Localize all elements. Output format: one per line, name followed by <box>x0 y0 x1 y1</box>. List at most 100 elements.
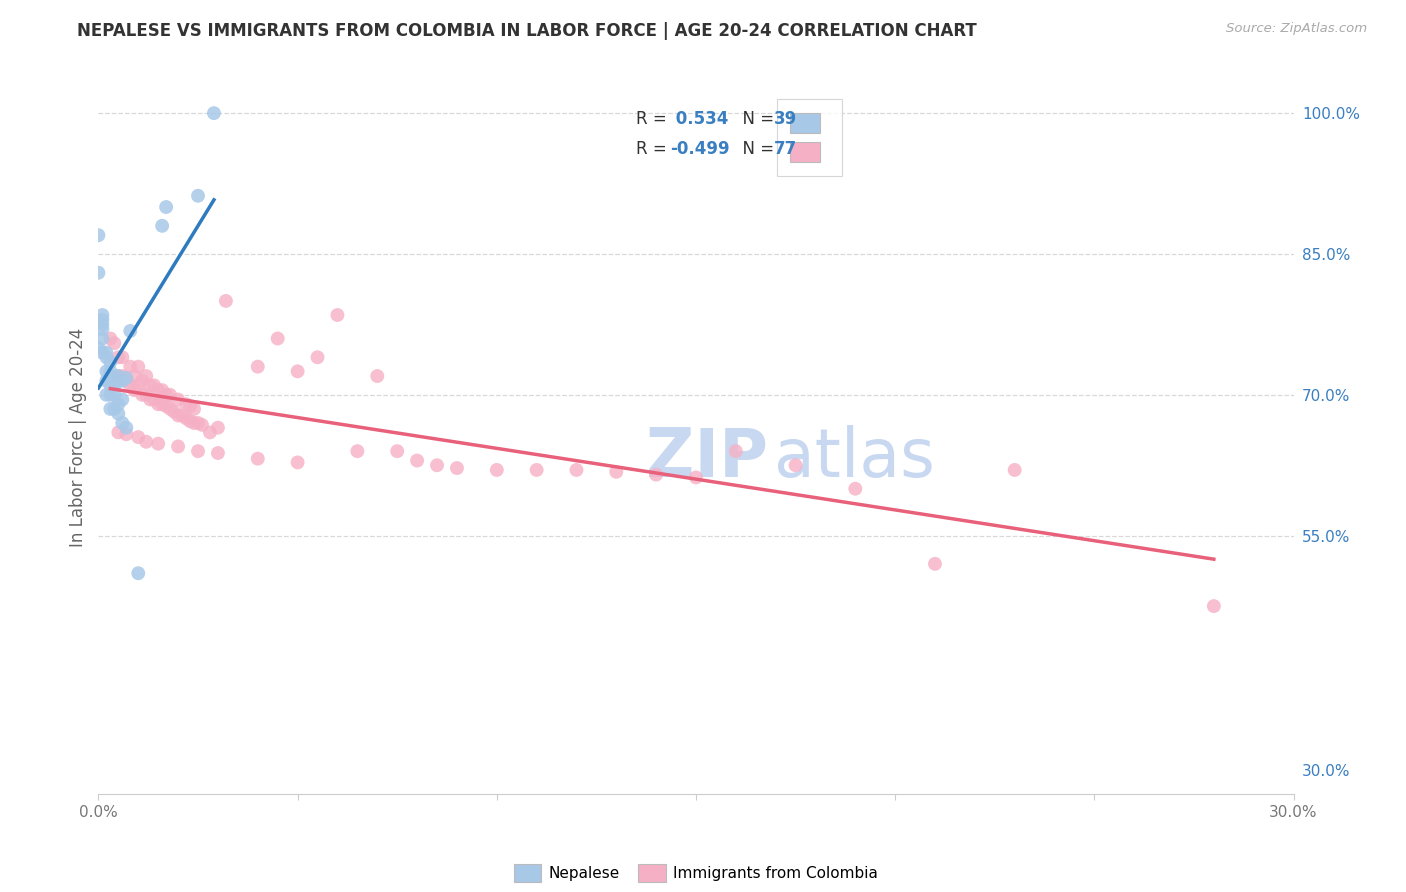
Point <box>127 566 149 581</box>
Point <box>115 420 138 434</box>
Point <box>143 392 166 407</box>
Point <box>167 409 190 423</box>
Point <box>111 369 134 384</box>
Point <box>91 308 114 322</box>
Point <box>131 374 153 388</box>
Point <box>111 351 134 365</box>
Point <box>98 378 122 392</box>
Y-axis label: In Labor Force | Age 20-24: In Labor Force | Age 20-24 <box>69 327 87 547</box>
Point <box>426 458 449 473</box>
Point <box>785 458 807 473</box>
Point <box>115 427 138 442</box>
Text: N =: N = <box>733 111 779 128</box>
Point <box>103 374 125 388</box>
Point <box>924 557 946 571</box>
Point <box>605 465 627 479</box>
Point <box>406 453 429 467</box>
Point <box>96 364 118 378</box>
Point <box>207 446 229 460</box>
Point <box>155 200 177 214</box>
Point <box>98 364 122 378</box>
Point <box>131 388 153 402</box>
Point <box>127 359 149 374</box>
Point <box>87 266 110 280</box>
Point <box>187 444 209 458</box>
Point <box>844 482 866 496</box>
Point <box>87 341 110 355</box>
Point <box>1004 463 1026 477</box>
Point <box>111 392 134 407</box>
Point <box>155 399 177 413</box>
Point <box>150 397 173 411</box>
Point <box>287 455 309 469</box>
Point <box>91 331 114 345</box>
Point <box>91 318 114 332</box>
Point <box>96 374 118 388</box>
Point <box>107 351 129 365</box>
Point <box>346 444 368 458</box>
Point <box>111 374 134 388</box>
Point <box>326 308 349 322</box>
Text: N =: N = <box>733 140 779 158</box>
Legend: Nepalese, Immigrants from Colombia: Nepalese, Immigrants from Colombia <box>505 855 887 891</box>
Text: 77: 77 <box>773 140 797 158</box>
Point <box>103 388 125 402</box>
Point <box>565 463 588 477</box>
Text: 39: 39 <box>773 111 797 128</box>
Point <box>246 451 269 466</box>
Point <box>150 219 173 233</box>
Point <box>127 430 149 444</box>
Text: NEPALESE VS IMMIGRANTS FROM COLOMBIA IN LABOR FORCE | AGE 20-24 CORRELATION CHAR: NEPALESE VS IMMIGRANTS FROM COLOMBIA IN … <box>77 22 977 40</box>
Point <box>135 369 157 384</box>
Point <box>267 331 290 345</box>
Point <box>139 378 162 392</box>
Point <box>155 388 177 402</box>
Point <box>107 369 129 384</box>
Point <box>167 392 190 407</box>
Point <box>150 383 173 397</box>
Text: R =: R = <box>637 140 672 158</box>
Point <box>91 345 114 359</box>
Point <box>148 436 170 450</box>
Point <box>127 378 149 392</box>
Point <box>98 331 122 345</box>
Point <box>107 397 129 411</box>
Text: R =: R = <box>637 111 672 128</box>
Point <box>87 228 110 243</box>
Point <box>115 374 138 388</box>
Point <box>120 378 142 392</box>
Point <box>307 351 329 365</box>
Point <box>526 463 548 477</box>
Point <box>148 383 170 397</box>
Point <box>96 351 118 365</box>
Point <box>98 388 122 402</box>
Point <box>172 409 194 423</box>
Point <box>107 425 129 440</box>
Point <box>645 467 668 482</box>
Point <box>98 401 122 416</box>
Point <box>135 388 157 402</box>
Point <box>91 322 114 336</box>
Point <box>148 397 170 411</box>
Point <box>724 444 747 458</box>
Point <box>96 388 118 402</box>
Point <box>215 293 238 308</box>
Point <box>91 312 114 326</box>
Point <box>111 416 134 430</box>
Point <box>685 470 707 484</box>
Point <box>485 463 508 477</box>
Point <box>103 336 125 351</box>
Point <box>96 345 118 359</box>
Point <box>187 416 209 430</box>
Point <box>163 405 186 419</box>
Point <box>191 417 214 432</box>
Point <box>103 401 125 416</box>
Point <box>103 378 125 392</box>
Point <box>115 371 138 385</box>
Point <box>385 444 409 458</box>
Text: Source: ZipAtlas.com: Source: ZipAtlas.com <box>1226 22 1367 36</box>
Point <box>287 364 309 378</box>
Point <box>120 359 142 374</box>
Point <box>139 392 162 407</box>
Point <box>207 420 229 434</box>
